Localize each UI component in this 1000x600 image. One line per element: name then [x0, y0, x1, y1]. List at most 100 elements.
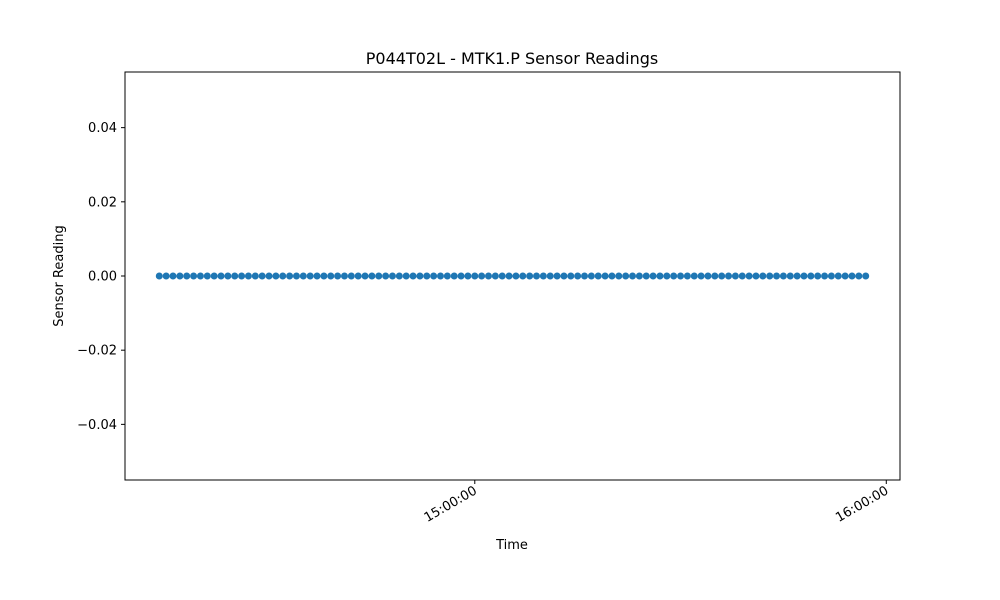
data-point: [690, 272, 698, 280]
data-point: [567, 272, 575, 280]
data-point: [478, 272, 486, 280]
data-point: [176, 272, 184, 280]
data-point: [505, 272, 513, 280]
data-point: [855, 272, 863, 280]
data-point: [766, 272, 774, 280]
data-point: [320, 272, 328, 280]
data-point: [464, 272, 472, 280]
data-point: [183, 272, 191, 280]
data-point: [683, 272, 691, 280]
data-point: [608, 272, 616, 280]
data-point: [471, 272, 479, 280]
data-point: [745, 272, 753, 280]
data-point: [286, 272, 294, 280]
data-point: [272, 272, 280, 280]
data-point: [162, 272, 170, 280]
data-point: [519, 272, 527, 280]
data-point: [841, 272, 849, 280]
data-point: [340, 272, 348, 280]
data-point: [670, 272, 678, 280]
data-point: [759, 272, 767, 280]
y-axis-ticks: 0.04 0.02 0.00 −0.02 −0.04: [77, 121, 125, 433]
data-point: [834, 272, 842, 280]
data-point: [656, 272, 664, 280]
data-point: [244, 272, 252, 280]
data-point: [814, 272, 822, 280]
data-point: [779, 272, 787, 280]
data-point: [382, 272, 390, 280]
data-point: [388, 272, 396, 280]
data-point: [443, 272, 451, 280]
data-point: [601, 272, 609, 280]
data-point: [718, 272, 726, 280]
data-point: [258, 272, 266, 280]
y-axis-label: Sensor Reading: [52, 225, 67, 326]
data-point: [793, 272, 801, 280]
x-tick-label: 16:00:00: [833, 483, 891, 525]
data-point: [635, 272, 643, 280]
data-point: [622, 272, 630, 280]
data-point: [292, 272, 300, 280]
data-point: [526, 272, 534, 280]
data-point: [155, 272, 163, 280]
data-point: [738, 272, 746, 280]
y-tick-label: 0.02: [88, 195, 117, 210]
data-point: [327, 272, 335, 280]
data-point: [677, 272, 685, 280]
data-point: [334, 272, 342, 280]
data-point: [539, 272, 547, 280]
data-point: [231, 272, 239, 280]
data-point: [642, 272, 650, 280]
data-point: [306, 272, 314, 280]
data-point: [711, 272, 719, 280]
data-point: [430, 272, 438, 280]
data-point: [279, 272, 287, 280]
chart-title: P044T02L - MTK1.P Sensor Readings: [366, 49, 658, 68]
y-tick-label: −0.02: [77, 344, 117, 359]
x-tick-label: 15:00:00: [422, 483, 480, 525]
data-point: [862, 272, 870, 280]
data-point: [210, 272, 218, 280]
data-point: [574, 272, 582, 280]
data-point: [251, 272, 259, 280]
data-point: [361, 272, 369, 280]
data-point: [190, 272, 198, 280]
data-point: [313, 272, 321, 280]
data-point: [484, 272, 492, 280]
x-axis-label: Time: [495, 538, 528, 553]
data-point: [395, 272, 403, 280]
data-point: [786, 272, 794, 280]
data-point: [512, 272, 520, 280]
data-point: [491, 272, 499, 280]
y-tick-label: 0.00: [88, 270, 117, 285]
data-point: [800, 272, 808, 280]
data-point: [375, 272, 383, 280]
data-point: [821, 272, 829, 280]
data-point: [450, 272, 458, 280]
data-point: [752, 272, 760, 280]
data-point: [697, 272, 705, 280]
data-point: [773, 272, 781, 280]
data-point: [217, 272, 225, 280]
data-point: [649, 272, 657, 280]
data-point: [587, 272, 595, 280]
data-points: [155, 272, 870, 280]
y-tick-label: 0.04: [88, 121, 117, 136]
data-point: [560, 272, 568, 280]
x-axis-ticks: 15:00:00 16:00:00: [422, 480, 891, 526]
data-point: [409, 272, 417, 280]
data-point: [807, 272, 815, 280]
data-point: [457, 272, 465, 280]
data-point: [299, 272, 307, 280]
data-point: [827, 272, 835, 280]
data-point: [416, 272, 424, 280]
data-point: [203, 272, 211, 280]
data-point: [704, 272, 712, 280]
data-point: [169, 272, 177, 280]
y-tick-label: −0.04: [77, 418, 117, 433]
data-point: [594, 272, 602, 280]
data-point: [196, 272, 204, 280]
data-point: [629, 272, 637, 280]
data-point: [238, 272, 246, 280]
